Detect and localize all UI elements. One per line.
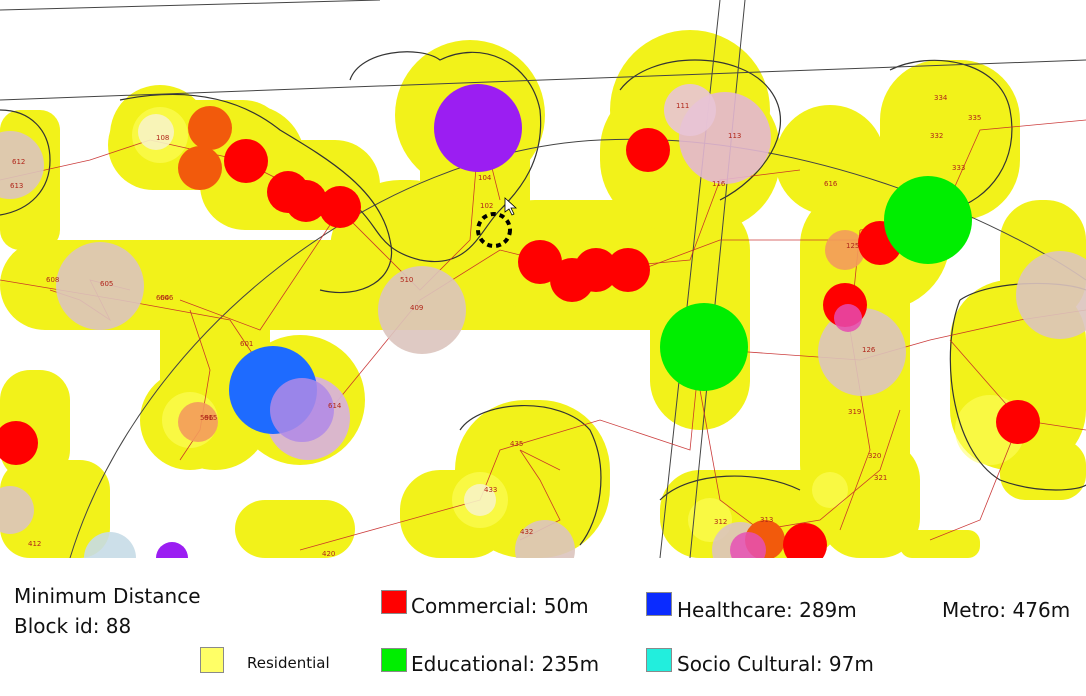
- facility-commercial: [626, 128, 670, 172]
- legend-label-residential: Residential: [247, 654, 330, 672]
- legend-swatch-healthcare: [646, 592, 672, 616]
- facility-commercial: [783, 523, 827, 558]
- facility-healthcare-overlap: [270, 378, 334, 442]
- legend-swatch-socio-cultural: [646, 648, 672, 672]
- facility-pink: [834, 304, 862, 332]
- block-label: 612: [12, 158, 25, 166]
- facility-tan: [378, 266, 466, 354]
- legend-swatch-educational: [381, 648, 407, 672]
- block-label: 333: [952, 164, 965, 172]
- facility-light: [138, 114, 174, 150]
- selected-block-marker[interactable]: [476, 212, 512, 248]
- facility-orange: [188, 106, 232, 150]
- facility-commercial: [224, 139, 268, 183]
- facility-commercial: [319, 186, 361, 228]
- block-label: 332: [930, 132, 943, 140]
- block-label: 102: [480, 202, 493, 210]
- facility-purple: [434, 84, 522, 172]
- facility-tan: [515, 520, 575, 558]
- block-label: 116: [712, 180, 726, 188]
- facility-tan: [0, 131, 44, 199]
- facility-commercial: [996, 400, 1040, 444]
- block-label: 312: [714, 518, 727, 526]
- facility-educational: [884, 176, 972, 264]
- info-title: Minimum Distance: [14, 584, 201, 608]
- facility-commercial: [285, 180, 327, 222]
- block-label: 125: [846, 242, 859, 250]
- block-label: 616: [824, 180, 838, 188]
- legend-swatch-commercial: [381, 590, 407, 614]
- block-label: 435: [510, 440, 523, 448]
- legend-swatch-residential: [200, 647, 224, 673]
- facility-educational: [660, 303, 748, 391]
- block-label: 608: [46, 276, 59, 284]
- facility-pink: [730, 532, 766, 558]
- legend-panel: Minimum Distance Block id: 88 Commercial…: [0, 558, 1086, 696]
- facility-commercial: [518, 240, 562, 284]
- block-label: 601: [240, 340, 253, 348]
- block-label: 615: [204, 414, 217, 422]
- block-label: 596: [200, 414, 214, 422]
- facility-layer: [0, 84, 1086, 558]
- block-label: 606: [160, 294, 174, 302]
- facility-pinktan: [664, 84, 716, 136]
- facility-light: [464, 484, 496, 516]
- facility-commercial: [574, 248, 618, 292]
- block-label: 614: [328, 402, 342, 410]
- block-label: 313: [760, 516, 773, 524]
- block-label: 111: [676, 102, 689, 110]
- block-label: 432: [520, 528, 533, 536]
- block-label: 321: [874, 474, 887, 482]
- facility-commercial: [606, 248, 650, 292]
- block-label: 319: [848, 408, 861, 416]
- block-label: 604: [156, 294, 170, 302]
- facility-purple: [156, 542, 188, 558]
- block-label: 113: [728, 132, 741, 140]
- block-label: 510: [400, 276, 413, 284]
- block-label: 104: [478, 174, 492, 182]
- info-block-id: Block id: 88: [14, 614, 132, 638]
- facility-tan: [56, 242, 144, 330]
- facility-orange: [178, 146, 222, 190]
- legend-label-socio-cultural: Socio Cultural: 97m: [677, 652, 874, 676]
- facility-orange: [825, 230, 865, 270]
- block-label: 320: [868, 452, 881, 460]
- facility-tan: [0, 486, 34, 534]
- block-label: 605: [100, 280, 113, 288]
- facility-tan: [1016, 251, 1086, 339]
- block-label: 126: [862, 346, 876, 354]
- legend-label-healthcare: Healthcare: 289m: [677, 598, 857, 622]
- facility-orange: [178, 402, 218, 442]
- block-label: 613: [10, 182, 23, 190]
- facility-tan: [818, 308, 906, 396]
- legend-label-educational: Educational: 235m: [411, 652, 600, 676]
- block-label: 335: [968, 114, 981, 122]
- legend-label-metro: Metro: 476m: [942, 598, 1071, 622]
- facility-commercial: [0, 421, 38, 465]
- facility-light: [84, 532, 136, 558]
- block-label: 420: [322, 550, 335, 558]
- block-label: 409: [410, 304, 423, 312]
- block-label: 108: [156, 134, 169, 142]
- block-label: 334: [934, 94, 948, 102]
- block-label: 412: [28, 540, 41, 548]
- mouse-cursor-icon: [504, 197, 518, 216]
- block-label: 433: [484, 486, 497, 494]
- legend-label-commercial: Commercial: 50m: [411, 594, 589, 618]
